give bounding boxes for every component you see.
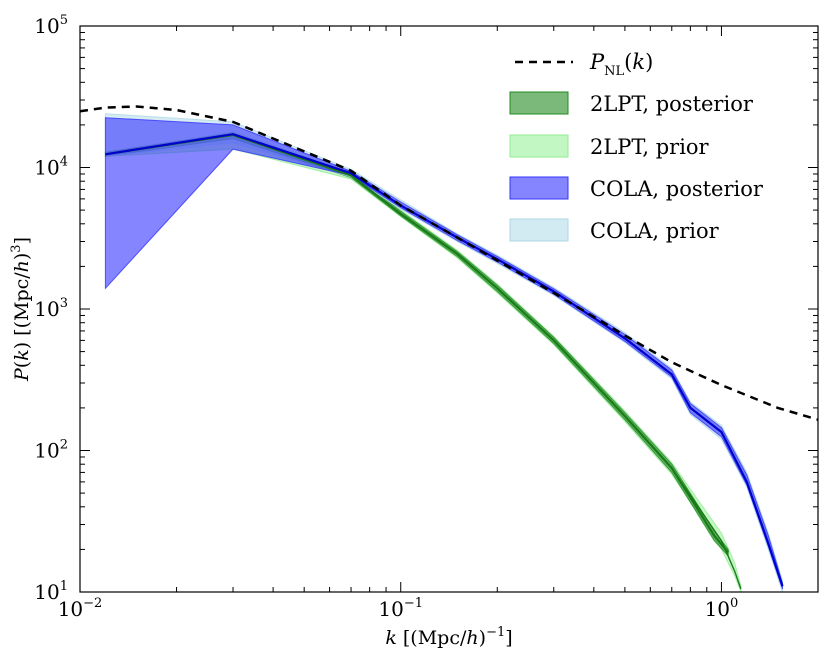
y-tick-label: 105 [34,13,68,38]
line-pnl [79,105,819,421]
line-2lpt-posterior [105,133,730,554]
x-tick-label: 100 [705,596,739,621]
series-lines [79,105,819,590]
band-2lpt-prior [104,131,742,593]
legend-label-2lpt-posterior: 2LPT, posterior [590,92,754,116]
line-2lpt-prior [105,134,742,590]
legend-swatch-2lpt-posterior [509,91,569,115]
line-cola-prior [105,133,784,587]
series-bands [104,113,783,593]
y-axis-label: P(k) [(Mpc/h)3] [9,237,33,382]
legend-swatch-cola-posterior [509,176,569,200]
x-tick-label: 10−1 [378,596,423,621]
legend-label-2lpt-prior: 2LPT, prior [590,135,710,159]
axis-ticks [79,25,819,593]
tick-labels: 10−2 10−1 100 101 102 103 104 105 [34,13,738,621]
y-tick-label: 103 [34,296,68,321]
y-tick-label: 104 [34,155,68,180]
x-tick-label: 10−2 [58,596,103,621]
legend: PNL(k) 2LPT, posterior 2LPT, prior COLA,… [509,50,764,243]
x-axis-label: k [(Mpc/h)−1] [385,625,512,649]
legend-label-cola-posterior: COLA, posterior [590,177,764,201]
legend-swatch-cola-prior [509,218,569,242]
legend-label-cola-prior: COLA, prior [590,219,720,243]
y-tick-label: 102 [34,438,68,463]
legend-label-pnl: PNL(k) [589,50,653,79]
y-tick-label: 101 [34,579,68,604]
line-cola-posterior [105,133,784,587]
legend-swatch-2lpt-prior [509,134,569,158]
band-cola-posterior [104,117,783,590]
